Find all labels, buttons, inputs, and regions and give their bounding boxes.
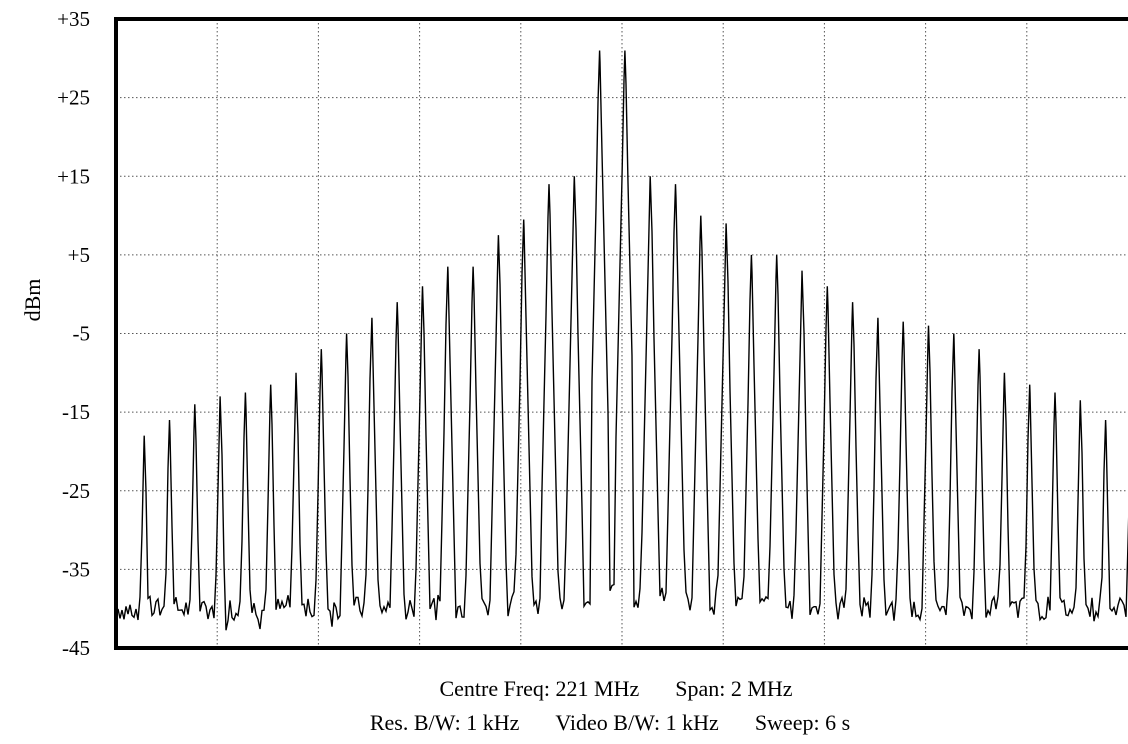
res-bw-label: Res. B/W: 1 kHz bbox=[369, 710, 520, 735]
y-tick-label: -45 bbox=[62, 636, 90, 660]
sweep-label: Sweep: 6 s bbox=[754, 710, 851, 735]
y-tick-label: +15 bbox=[57, 164, 90, 188]
video-bw-label: Video B/W: 1 kHz bbox=[555, 710, 719, 735]
y-tick-label: -15 bbox=[62, 400, 90, 424]
y-tick-labels: +35 +25 +15 +5 -5 -15 -25 -35 -45 bbox=[57, 7, 90, 660]
y-tick-label: -25 bbox=[62, 479, 90, 503]
y-tick-label: -35 bbox=[62, 557, 90, 581]
info-line-bandwidth: Res. B/W: 1 kHz Video B/W: 1 kHz Sweep: 6 … bbox=[0, 710, 1128, 736]
info-line-frequency: Centre Freq: 221 MHz Span: 2 MHz bbox=[0, 676, 1128, 702]
grid-layer bbox=[116, 18, 1128, 649]
y-tick-label: +25 bbox=[57, 86, 90, 110]
span-label: Span: 2 MHz bbox=[675, 676, 793, 701]
y-tick-label: -5 bbox=[73, 322, 91, 346]
y-axis-title: dBm bbox=[20, 279, 45, 322]
plot-frame bbox=[114, 17, 1128, 650]
centre-freq-label: Centre Freq: 221 MHz bbox=[439, 676, 640, 701]
spectrum-trace bbox=[117, 50, 1128, 631]
y-tick-label: +35 bbox=[57, 7, 90, 31]
y-tick-label: +5 bbox=[68, 243, 90, 267]
